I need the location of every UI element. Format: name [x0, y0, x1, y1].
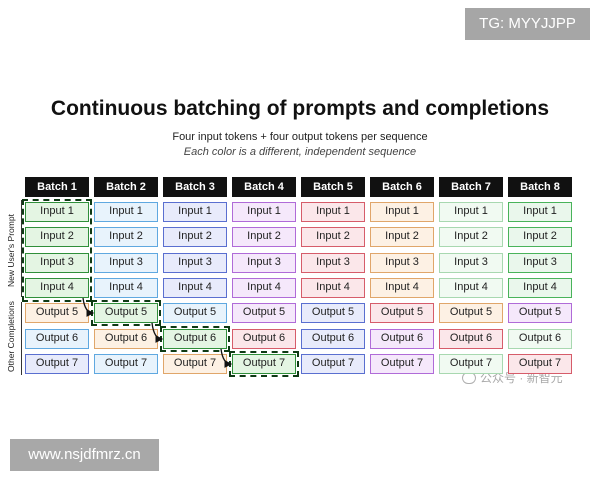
cell-r7-c1: Output 7 [25, 354, 89, 374]
cell-r2-c2: Input 2 [94, 227, 158, 247]
side-line-completion [21, 302, 22, 375]
cell-r3-c4: Input 3 [232, 253, 296, 273]
cell-r5-c3: Output 5 [163, 303, 227, 323]
flow-arrow-2 [151, 322, 164, 343]
cell-r2-c7: Input 2 [439, 227, 503, 247]
cell-r5-c7: Output 5 [439, 303, 503, 323]
cell-r3-c5: Input 3 [301, 253, 365, 273]
side-line-prompt [21, 200, 22, 297]
batch-header-8: Batch 8 [508, 177, 572, 197]
watermark-middle-text: 公众号 · 新智元 [480, 371, 563, 385]
cell-r4-c8: Input 4 [508, 278, 572, 298]
watermark-top: TG: MYYJJPP [465, 8, 590, 40]
batch-header-7: Batch 7 [439, 177, 503, 197]
cell-r2-c5: Input 2 [301, 227, 365, 247]
cell-r4-c2: Input 4 [94, 278, 158, 298]
cell-r7-c2: Output 7 [94, 354, 158, 374]
cell-r7-c3: Output 7 [163, 354, 227, 374]
cell-r2-c6: Input 2 [370, 227, 434, 247]
batch-header-5: Batch 5 [301, 177, 365, 197]
cell-r5-c5: Output 5 [301, 303, 365, 323]
cell-r3-c7: Input 3 [439, 253, 503, 273]
cell-r6-c7: Output 6 [439, 329, 503, 349]
cell-r5-c4: Output 5 [232, 303, 296, 323]
diagram-subtitle-italic: Each color is a different, independent s… [183, 146, 417, 158]
batch-header-2: Batch 2 [94, 177, 158, 197]
cell-r4-c1: Input 4 [25, 278, 89, 298]
cell-r4-c6: Input 4 [370, 278, 434, 298]
cell-r7-c6: Output 7 [370, 354, 434, 374]
diagram-subtitle: Four input tokens + four output tokens p… [172, 131, 428, 143]
cell-r2-c4: Input 2 [232, 227, 296, 247]
cell-r2-c1: Input 2 [25, 227, 89, 247]
cell-r3-c6: Input 3 [370, 253, 434, 273]
cell-r6-c8: Output 6 [508, 329, 572, 349]
cell-r6-c2: Output 6 [94, 329, 158, 349]
batch-header-6: Batch 6 [370, 177, 434, 197]
cell-r7-c4: Output 7 [232, 354, 296, 374]
diagram-title: Continuous batching of prompts and compl… [50, 97, 550, 120]
batch-header-4: Batch 4 [232, 177, 296, 197]
cell-r7-c8: Output 7 [508, 354, 572, 374]
cell-r5-c8: Output 5 [508, 303, 572, 323]
cell-r6-c5: Output 6 [301, 329, 365, 349]
cell-r2-c8: Input 2 [508, 227, 572, 247]
batch-header-1: Batch 1 [25, 177, 89, 197]
cell-r6-c4: Output 6 [232, 329, 296, 349]
cell-r1-c7: Input 1 [439, 202, 503, 222]
cell-r5-c1: Output 5 [25, 303, 89, 323]
cell-r3-c1: Input 3 [25, 253, 89, 273]
cell-r1-c6: Input 1 [370, 202, 434, 222]
cell-r6-c3: Output 6 [163, 329, 227, 349]
cell-r3-c3: Input 3 [163, 253, 227, 273]
cell-r4-c3: Input 4 [163, 278, 227, 298]
cell-r5-c2: Output 5 [94, 303, 158, 323]
cell-r4-c4: Input 4 [232, 278, 296, 298]
batch-header-3: Batch 3 [163, 177, 227, 197]
flow-arrow-1 [82, 297, 95, 317]
cell-r1-c4: Input 1 [232, 202, 296, 222]
cell-r4-c5: Input 4 [301, 278, 365, 298]
cell-r6-c6: Output 6 [370, 329, 434, 349]
cell-r7-c5: Output 7 [301, 354, 365, 374]
cell-r3-c2: Input 3 [94, 253, 158, 273]
cell-r4-c7: Input 4 [439, 278, 503, 298]
cell-r7-c7: Output 7 [439, 354, 503, 374]
cell-r1-c5: Input 1 [301, 202, 365, 222]
cell-r5-c6: Output 5 [370, 303, 434, 323]
cell-r2-c3: Input 2 [163, 227, 227, 247]
watermark-bottom: www.nsjdfmrz.cn [10, 439, 159, 471]
cell-r1-c2: Input 1 [94, 202, 158, 222]
cell-r1-c8: Input 1 [508, 202, 572, 222]
flow-arrow-3 [220, 348, 233, 368]
cell-r6-c1: Output 6 [25, 329, 89, 349]
cell-r1-c1: Input 1 [25, 202, 89, 222]
cell-r3-c8: Input 3 [508, 253, 572, 273]
cell-r1-c3: Input 1 [163, 202, 227, 222]
